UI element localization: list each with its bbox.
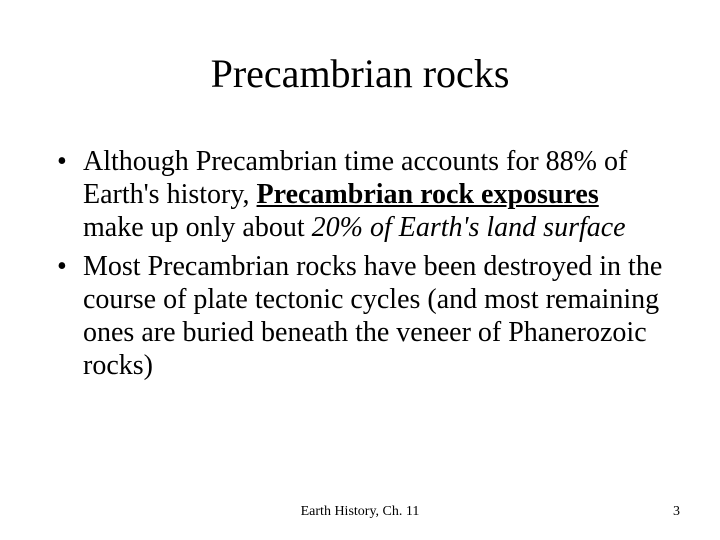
- bullet-text-italic: 20% of Earth's land surface: [312, 212, 626, 243]
- page-number: 3: [673, 504, 680, 520]
- bullet-text-emphasis: Precambrian rock exposures: [257, 179, 599, 210]
- bullet-text: Most Precambrian rocks have been destroy…: [83, 251, 662, 381]
- slide: Precambrian rocks Although Precambrian t…: [0, 0, 720, 540]
- list-item: Although Precambrian time accounts for 8…: [55, 145, 665, 244]
- bullet-text-mid: make up only about: [83, 212, 312, 243]
- slide-title: Precambrian rocks: [55, 50, 665, 97]
- list-item: Most Precambrian rocks have been destroy…: [55, 250, 665, 382]
- bullet-list: Although Precambrian time accounts for 8…: [55, 145, 665, 382]
- footer-center: Earth History, Ch. 11: [0, 504, 720, 520]
